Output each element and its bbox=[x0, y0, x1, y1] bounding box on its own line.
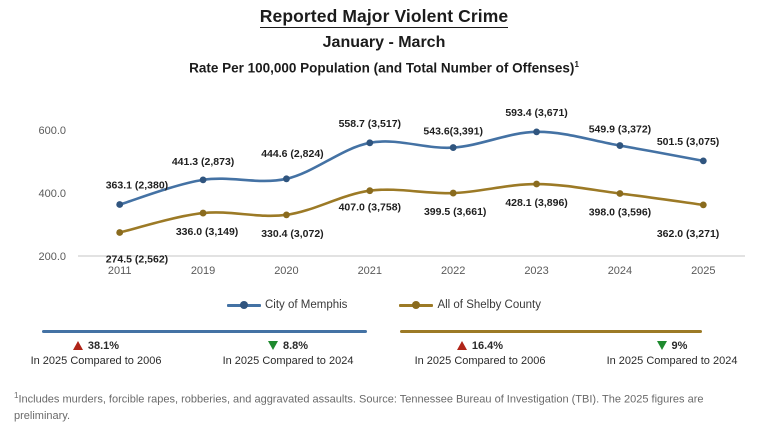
series-city-of-memphis: 363.1 (2,380) 441.3 (2,873) 444.6 (2,824) 5… bbox=[106, 107, 719, 208]
data-point[interactable] bbox=[533, 128, 540, 136]
note-text-left-1: In 2025 Compared to 2024 bbox=[222, 354, 354, 367]
data-point-label: 330.4 (3,072) bbox=[261, 228, 323, 240]
note-rule-blue bbox=[42, 330, 367, 333]
data-point[interactable] bbox=[116, 229, 124, 236]
x-axis-tick-2024: 2024 bbox=[608, 265, 632, 277]
data-point[interactable] bbox=[699, 157, 707, 165]
data-point-label: 543.6(3,391) bbox=[423, 126, 483, 138]
data-point-label: 428.1 (3,896) bbox=[505, 197, 567, 209]
note-value-left-1: 8.8% bbox=[282, 339, 309, 352]
legend-label-city-of-memphis: City of Memphis bbox=[265, 299, 348, 311]
note-value-right-1: 9% bbox=[671, 339, 688, 352]
note-text-right-1: In 2025 Compared to 2024 bbox=[606, 354, 738, 367]
y-axis-tick-1: 400.0 bbox=[38, 188, 66, 200]
legend-swatch-blue-icon bbox=[227, 301, 261, 309]
note-item-left-1: 8.8% In 2025 Compared to 2024 bbox=[192, 340, 384, 367]
note-value-right-0: 16.4% bbox=[471, 339, 504, 352]
data-point[interactable] bbox=[199, 176, 207, 184]
data-point-label: 336.0 (3,149) bbox=[176, 226, 238, 238]
data-point[interactable] bbox=[366, 139, 374, 147]
data-point-label: 407.0 (3,758) bbox=[339, 202, 401, 214]
caption-footnote-marker: 1 bbox=[574, 60, 579, 69]
data-point[interactable] bbox=[616, 190, 624, 197]
data-point[interactable] bbox=[116, 201, 124, 208]
page-caption-text: Rate Per 100,000 Population (and Total N… bbox=[189, 60, 575, 76]
x-axis-tick-2019: 2019 bbox=[191, 265, 215, 277]
legend-swatch-gold-icon bbox=[399, 301, 434, 309]
page-title-text: Reported Major Violent Crime bbox=[259, 6, 509, 28]
data-point[interactable] bbox=[449, 189, 457, 197]
note-item-right-0: 16.4% In 2025 Compared to 2006 bbox=[384, 340, 576, 367]
note-value-left-0: 38.1% bbox=[87, 339, 120, 352]
y-axis-tick-2: 600.0 bbox=[38, 125, 66, 137]
page-title: Reported Major Violent Crime bbox=[0, 6, 768, 28]
legend-label-all-of-shelby-county: All of Shelby County bbox=[437, 299, 541, 311]
x-axis-tick-2021: 2021 bbox=[358, 265, 382, 277]
data-point-label: 363.1 (2,380) bbox=[106, 180, 168, 192]
chart-header: Reported Major Violent Crime January - M… bbox=[0, 0, 768, 76]
data-point-label: 362.0 (3,271) bbox=[657, 228, 719, 240]
data-point-label: 274.5 (2,562) bbox=[106, 253, 168, 265]
data-point-label: 549.9 (3,372) bbox=[589, 124, 651, 136]
data-point[interactable] bbox=[366, 187, 374, 195]
trend-up-icon bbox=[72, 341, 83, 350]
data-point-label: 501.5 (3,075) bbox=[657, 136, 719, 148]
data-point[interactable] bbox=[699, 201, 707, 209]
note-rule-gold bbox=[400, 330, 702, 333]
data-point-label: 593.4 (3,671) bbox=[505, 107, 567, 119]
comparison-notes: 38.1% In 2025 Compared to 2006 8.8% In 2… bbox=[0, 330, 768, 367]
data-point[interactable] bbox=[449, 144, 457, 151]
x-axis-tick-2022: 2022 bbox=[441, 265, 465, 277]
trend-down-icon bbox=[267, 341, 278, 350]
x-axis-tick-2020: 2020 bbox=[274, 265, 298, 277]
y-axis-tick-0: 200.0 bbox=[38, 251, 66, 263]
x-axis-tick-2023: 2023 bbox=[524, 265, 548, 277]
data-point-label: 558.7 (3,517) bbox=[339, 118, 401, 130]
data-point-label: 444.6 (2,824) bbox=[261, 148, 323, 160]
data-point[interactable] bbox=[283, 211, 290, 219]
trend-up-icon bbox=[456, 341, 467, 350]
note-group-city-of-memphis: 38.1% In 2025 Compared to 2006 8.8% In 2… bbox=[0, 330, 384, 367]
series-line bbox=[118, 130, 705, 206]
x-axis-tick-2011: 2011 bbox=[108, 265, 132, 277]
data-point[interactable] bbox=[616, 142, 624, 149]
x-axis-tick-2025: 2025 bbox=[691, 265, 715, 277]
page-subtitle: January - March bbox=[322, 34, 446, 51]
note-item-left-0: 38.1% In 2025 Compared to 2006 bbox=[0, 340, 192, 367]
footnote-marker: 1 bbox=[14, 391, 19, 400]
chart-legend: City of Memphis All of Shelby County bbox=[0, 299, 768, 311]
data-point[interactable] bbox=[283, 175, 290, 183]
data-point-label: 441.3 (2,873) bbox=[172, 156, 234, 168]
series-line bbox=[118, 182, 705, 234]
note-group-all-of-shelby-county: 16.4% In 2025 Compared to 2006 9% In 202… bbox=[384, 330, 768, 367]
line-chart: 200.0 400.0 600.0 2011 2019 2020 2021 2022 2023 2… bbox=[0, 96, 768, 296]
data-point[interactable] bbox=[199, 209, 207, 217]
footnote-text: Includes murders, forcible rapes, robber… bbox=[14, 393, 704, 422]
note-text-right-0: In 2025 Compared to 2006 bbox=[414, 354, 546, 367]
series-all-of-shelby-county: 274.5 (2,562) 336.0 (3,149) 330.4 (3,072) 4… bbox=[106, 180, 719, 265]
trend-down-icon bbox=[656, 341, 667, 350]
data-point[interactable] bbox=[533, 180, 540, 188]
note-item-right-1: 9% In 2025 Compared to 2024 bbox=[576, 340, 768, 367]
note-text-left-0: In 2025 Compared to 2006 bbox=[30, 354, 162, 367]
legend-item-city-of-memphis[interactable]: City of Memphis bbox=[227, 299, 347, 311]
legend-item-all-of-shelby-county[interactable]: All of Shelby County bbox=[399, 299, 541, 311]
footnote: 1Includes murders, forcible rapes, robbe… bbox=[14, 390, 756, 425]
data-point-label: 399.5 (3,661) bbox=[424, 206, 486, 218]
data-point-label: 398.0 (3,596) bbox=[589, 207, 651, 219]
page-caption: Rate Per 100,000 Population (and Total N… bbox=[0, 60, 768, 76]
